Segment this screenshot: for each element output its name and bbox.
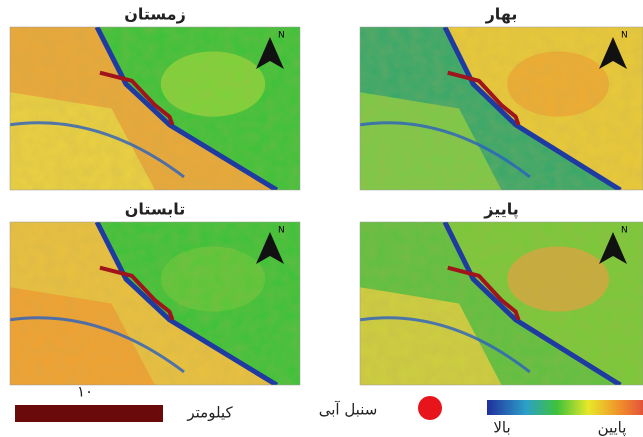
map-image [360, 222, 643, 385]
panel-title: پاییز [483, 200, 519, 220]
north-label: N [621, 226, 628, 236]
scale-bar [15, 405, 163, 422]
ramp-high-label: بالا [493, 419, 510, 437]
legend: ۱۰ کیلومتر سنبل آبی بالا پایین [15, 383, 643, 437]
panel-title: زمستان [124, 5, 186, 24]
map-panel: N زمستان [10, 5, 300, 191]
panel-title: بهار [485, 5, 518, 24]
scale-unit: کیلومتر [186, 404, 233, 422]
color-ramp [487, 400, 643, 415]
north-label: N [278, 226, 285, 236]
map-image [10, 222, 300, 385]
panel-title: تابستان [125, 200, 186, 219]
map-panel: N پاییز [360, 200, 643, 386]
north-label: N [278, 31, 285, 41]
ramp-low-label: پایین [598, 419, 627, 437]
map-panel: N تابستان [10, 200, 300, 386]
map-image [360, 27, 643, 190]
figure: N زمستان N بهار N تابستان N پاییز ۱۰ کیلومتر سن… [0, 0, 643, 437]
scale-value: ۱۰ [77, 383, 93, 401]
map-image [10, 27, 300, 190]
marker-symbol [418, 396, 442, 420]
map-panel: N بهار [360, 5, 643, 191]
marker-label: سنبل آبی [319, 401, 378, 419]
north-label: N [621, 31, 628, 41]
